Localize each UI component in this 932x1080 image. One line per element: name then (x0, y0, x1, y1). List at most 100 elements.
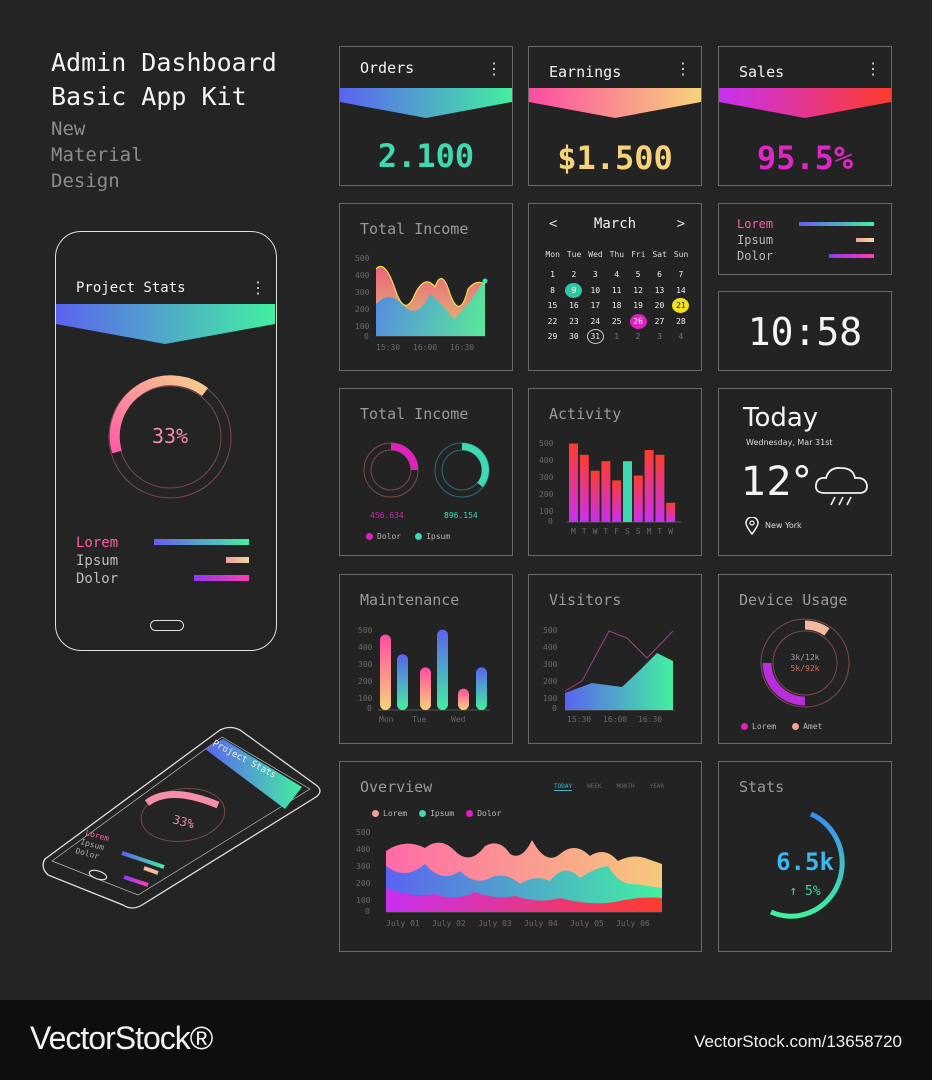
vis-ytick-0: 0 (552, 704, 557, 713)
calendar-day[interactable]: 23 (569, 316, 579, 326)
activity-bar (569, 443, 578, 522)
calendar-day[interactable]: 19 (633, 301, 643, 310)
calendar-day[interactable]: 16 (569, 301, 579, 310)
calendar-day[interactable]: 10 (590, 285, 601, 295)
tab-month[interactable]: MONTH (616, 783, 635, 790)
orders-card[interactable]: Orders ⋮ 2.100 (339, 46, 513, 186)
kit-sub-line3: Design (51, 170, 120, 192)
calendar-day[interactable]: 11 (611, 285, 622, 295)
stats-progress-ring (769, 811, 845, 919)
total-income-donut-card[interactable]: Total Income 456.634 896.154 Dolor Ipsum (339, 388, 513, 556)
mnt-xtick-tue: Tue (412, 715, 427, 724)
kit-title: Admin Dashboard Basic App Kit (51, 46, 277, 114)
footer-id: VectorStock.com/13658720 (694, 1032, 902, 1051)
overview-legend-dolor-dot (466, 810, 474, 817)
calendar-day[interactable]: 21 (672, 298, 690, 313)
phone-legend-bar-lorem (154, 539, 249, 545)
calendar-day[interactable]: 6 (657, 270, 662, 279)
calendar-day[interactable]: 2 (571, 270, 577, 279)
phone-menu-icon[interactable]: ⋮ (250, 278, 266, 297)
activity-bar (633, 475, 643, 522)
phone-progress-ring: 33% (108, 375, 232, 499)
total-income-area-card[interactable]: Total Income 500 400 300 200 100 0 15:30… (339, 203, 513, 371)
calendar-day[interactable]: 20 (654, 301, 665, 310)
calendar-day[interactable]: 12 (633, 285, 643, 295)
calendar-day[interactable]: 3 (592, 270, 598, 279)
mnt-ytick-0: 0 (367, 704, 372, 713)
maintenance-bar (458, 688, 469, 710)
earnings-card[interactable]: Earnings ⋮ $1.500 (528, 46, 702, 186)
calendar-day[interactable]: 25 (611, 316, 622, 326)
calendar-day[interactable]: 22 (547, 316, 558, 326)
calendar-day[interactable]: 8 (550, 285, 555, 295)
phone-home-button[interactable] (150, 620, 184, 631)
phone-percent: 33% (152, 424, 188, 448)
calendar-day[interactable]: 4 (678, 332, 684, 341)
calendar-day[interactable]: 1 (550, 270, 555, 279)
stats-card[interactable]: Stats 6.5k ↑ 5% (718, 761, 892, 952)
visitors-title: Visitors (549, 591, 622, 609)
calendar-prev-button[interactable]: < (549, 216, 558, 232)
overview-legend-lorem-dot (372, 810, 379, 817)
calendar-day[interactable]: 5 (635, 270, 641, 279)
calendar-day[interactable]: 28 (676, 316, 686, 326)
calendar-month: March (593, 216, 637, 232)
weather-heading: Today (743, 403, 819, 433)
maintenance-title: Maintenance (360, 591, 460, 609)
calendar-day[interactable]: 3 (657, 332, 662, 341)
mnt-ytick-100: 100 (358, 694, 373, 703)
tab-year[interactable]: YEAR (649, 783, 665, 790)
calendar-day[interactable]: 9 (565, 282, 583, 298)
overview-legend-ipsum: Ipsum (430, 809, 455, 818)
calendar-day[interactable]: 24 (590, 316, 601, 326)
earnings-menu-icon[interactable]: ⋮ (675, 59, 691, 78)
isometric-phone: Project Stats 33% Lorem Ipsum Dolor (42, 726, 321, 909)
calendar-day[interactable]: 1 (614, 332, 620, 341)
income-legend-dolor: Dolor (377, 532, 402, 541)
calendar-day[interactable]: 4 (614, 270, 620, 279)
weather-location: New York (765, 521, 802, 530)
calendar-day[interactable]: 27 (654, 316, 665, 326)
total-income-area-chart: 500 400 300 200 100 0 15:30 16:00 16:30 (355, 254, 488, 352)
activity-xtick: S (636, 527, 641, 536)
calendar-day[interactable]: 26 (629, 313, 647, 329)
calendar-next-button[interactable]: > (676, 216, 685, 232)
orders-menu-icon[interactable]: ⋮ (486, 59, 502, 78)
maintenance-x-axis: Mon Tue Wed (379, 715, 466, 724)
act-ytick-300: 300 (539, 473, 554, 482)
maintenance-card[interactable]: Maintenance 500 400 300 200 100 0 Mon Tu… (339, 574, 513, 744)
ov-xtick-6: July 06 (616, 919, 650, 928)
visitors-card[interactable]: Visitors 500 400 300 200 100 0 15:30 16:… (528, 574, 702, 744)
ti-ytick-300: 300 (355, 288, 370, 297)
calendar-day[interactable]: 29 (547, 332, 558, 341)
overview-card[interactable]: Overview TODAY WEEK MONTH YEAR Lorem Ips… (339, 761, 702, 952)
mnt-ytick-400: 400 (358, 643, 373, 652)
device-legend-amet: Amet (803, 722, 823, 731)
tab-today[interactable]: TODAY (554, 783, 573, 791)
mnt-ytick-500: 500 (358, 626, 373, 635)
sales-card[interactable]: Sales ⋮ 95.5% (718, 46, 892, 186)
income-legend-ipsum: Ipsum (426, 532, 451, 541)
ov-ytick-300: 300 (356, 862, 371, 871)
vis-ytick-500: 500 (543, 626, 558, 635)
calendar-day[interactable]: 18 (611, 301, 622, 310)
tab-week[interactable]: WEEK (587, 783, 602, 790)
calendar-card[interactable]: < March > Mon Tue Wed Thu Fri Sat Sun 1 2 3 4 5 6 7 8 9… (528, 203, 702, 371)
calendar-day[interactable]: 13 (654, 285, 665, 295)
calendar-day[interactable]: 17 (590, 301, 601, 310)
footer-brand: VectorStock® (30, 1020, 213, 1056)
kit-title-line2: Basic App Kit (51, 82, 247, 111)
calendar-day[interactable]: 14 (676, 285, 686, 295)
calendar-day[interactable]: 7 (678, 270, 684, 279)
ti-ytick-500: 500 (355, 254, 370, 263)
calendar-day[interactable]: 15 (547, 301, 558, 310)
calendar-day[interactable]: 2 (635, 332, 641, 341)
legend-card-labels: Lorem Ipsum Dolor (737, 216, 773, 264)
calendar-day[interactable]: 30 (569, 332, 579, 341)
sales-menu-icon[interactable]: ⋮ (865, 59, 881, 78)
calendar-day[interactable]: 31 (586, 329, 604, 344)
device-usage-card[interactable]: Device Usage 3k/12k 5k/92k Lorem Amet (718, 574, 892, 744)
sales-value: 95.5% (756, 139, 854, 177)
sales-title: Sales (739, 63, 785, 81)
